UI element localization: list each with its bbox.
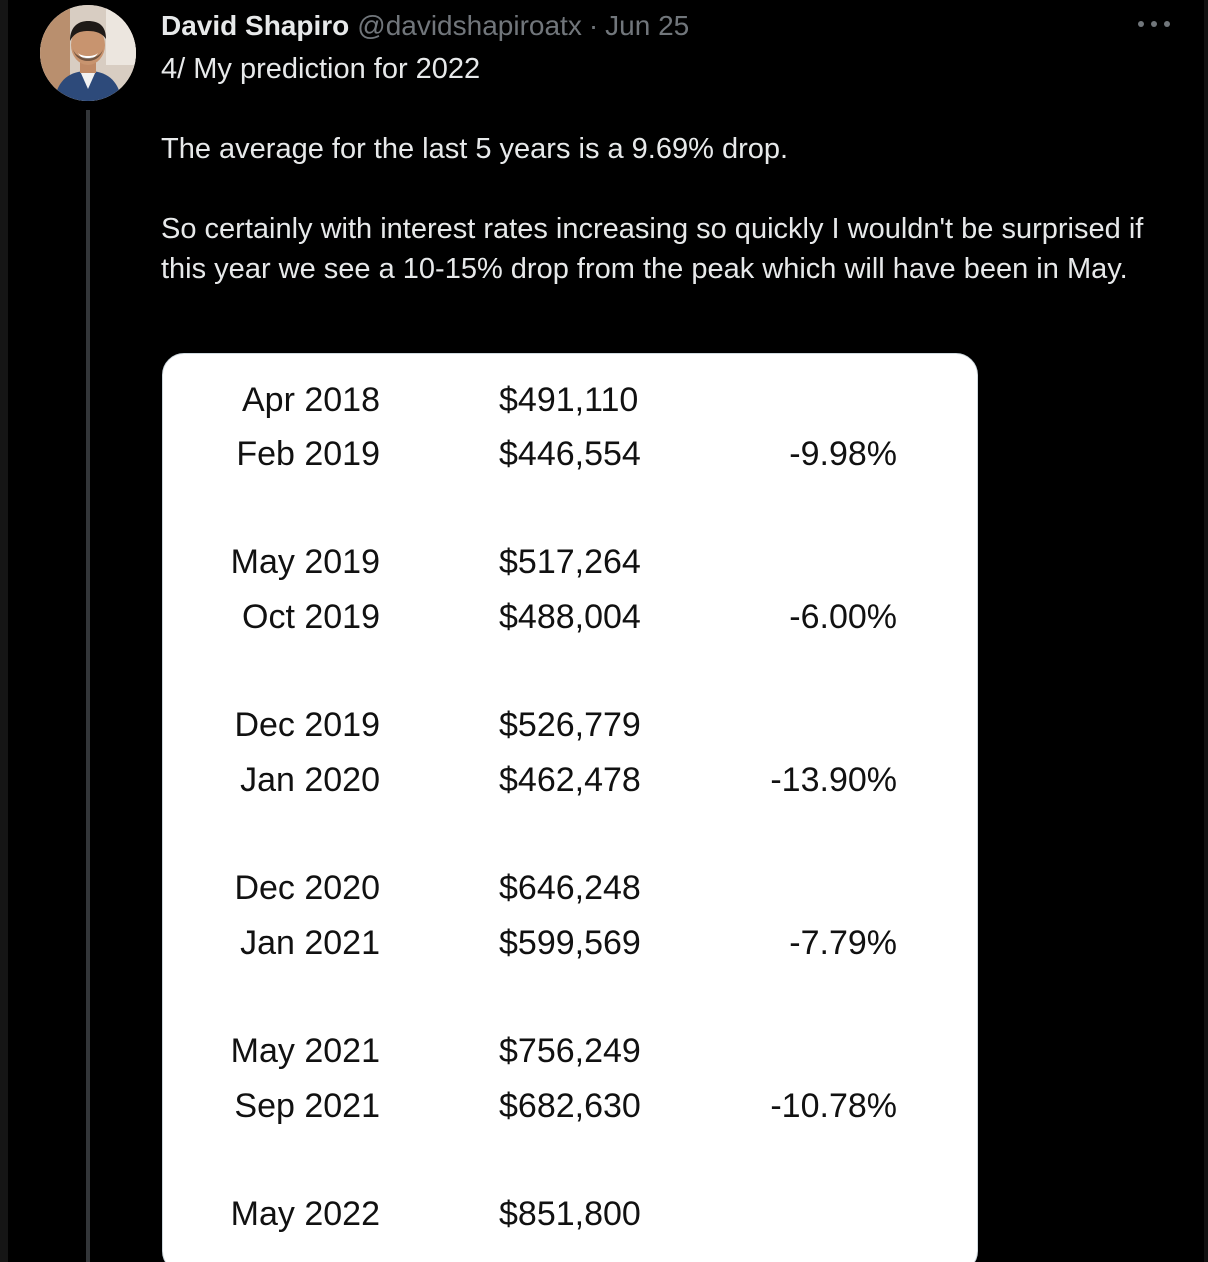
more-horizontal-icon-dot xyxy=(1164,21,1170,27)
table-cell-date: Jan 2021 xyxy=(240,924,380,962)
table-cell-date: Dec 2019 xyxy=(234,706,380,744)
attached-image-table[interactable]: Apr 2018 $491,110 Feb 2019 $446,554 -9.9… xyxy=(162,353,978,1262)
table-cell-price: $682,630 xyxy=(499,1087,641,1125)
table-cell-change: -7.79% xyxy=(789,924,897,962)
table-cell-date: Sep 2021 xyxy=(234,1087,380,1125)
table-cell-date: Oct 2019 xyxy=(242,598,380,636)
table-cell-date: May 2019 xyxy=(230,543,380,581)
table-cell-price: $488,004 xyxy=(499,598,641,636)
table-cell-price: $517,264 xyxy=(499,543,641,581)
more-horizontal-icon-dot xyxy=(1151,21,1157,27)
separator-dot: · xyxy=(588,10,599,41)
author-avatar[interactable] xyxy=(40,5,136,101)
table-cell-price: $462,478 xyxy=(499,761,641,799)
table-cell-price: $526,779 xyxy=(499,706,641,744)
table-cell-price: $446,554 xyxy=(499,435,641,473)
table-cell-price: $851,800 xyxy=(499,1195,641,1233)
tweet-date[interactable]: Jun 25 xyxy=(605,10,690,41)
table-cell-change: -10.78% xyxy=(770,1087,897,1125)
tweet-header: David Shapiro @davidshapiroatx · Jun 25 xyxy=(161,6,689,46)
table-cell-change: -6.00% xyxy=(789,598,897,636)
more-horizontal-icon xyxy=(1138,21,1144,27)
table-cell-date: Jan 2020 xyxy=(240,761,380,799)
table-cell-change: -9.98% xyxy=(789,435,897,473)
author-handle[interactable]: @davidshapiroatx xyxy=(357,10,582,41)
table-cell-date: Apr 2018 xyxy=(242,381,380,419)
table-cell-date: May 2021 xyxy=(230,1032,380,1070)
table-cell-change: -13.90% xyxy=(770,761,897,799)
avatar-photo-icon xyxy=(40,5,136,101)
more-options-button[interactable] xyxy=(1138,14,1170,34)
table-cell-price: $599,569 xyxy=(499,924,641,962)
table-cell-price: $491,110 xyxy=(499,381,639,419)
window-edge-right xyxy=(1204,0,1208,1262)
tweet-text-line: 4/ My prediction for 2022 xyxy=(161,53,481,85)
tweet-text-line: The average for the last 5 years is a 9.… xyxy=(161,133,789,165)
window-edge-left xyxy=(0,0,8,1262)
table-cell-price: $646,248 xyxy=(499,869,641,907)
table-cell-date: May 2022 xyxy=(230,1195,380,1233)
thread-connector-line xyxy=(86,110,90,1262)
table-cell-date: Dec 2020 xyxy=(234,869,380,907)
table-cell-price: $756,249 xyxy=(499,1032,641,1070)
author-name[interactable]: David Shapiro xyxy=(161,10,350,41)
table-cell-date: Feb 2019 xyxy=(236,435,380,473)
tweet-text-paragraph: So certainly with interest rates increas… xyxy=(161,213,1144,285)
